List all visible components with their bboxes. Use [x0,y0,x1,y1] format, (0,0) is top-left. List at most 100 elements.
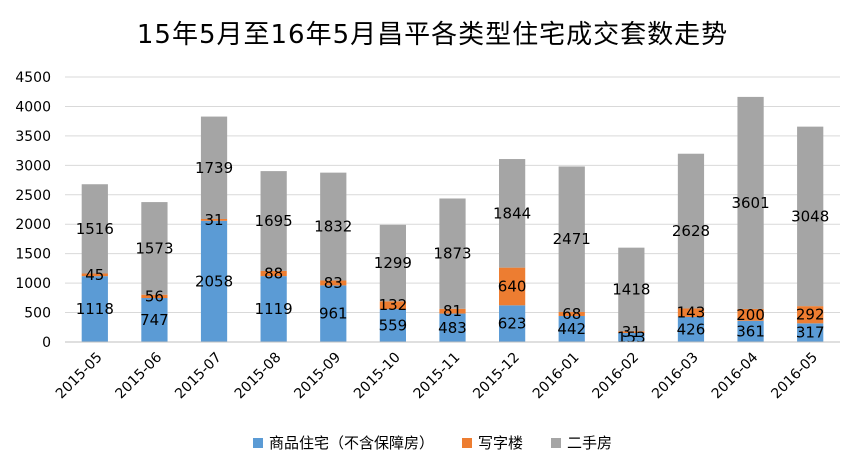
bar-0-1 [141,298,168,342]
data-label-0-8: 442 [557,320,586,338]
bar-2-7 [499,159,526,268]
x-tick-label-11: 2016-04 [709,349,762,402]
data-label-1-11: 200 [736,306,765,324]
data-label-2-11: 3601 [731,194,769,212]
bar-0-11 [737,320,764,342]
bar-1-6 [439,308,466,314]
legend-item-2: 二手房 [551,432,612,453]
bar-2-1 [141,202,168,295]
data-label-1-1: 56 [145,287,164,305]
x-tick-label-8: 2016-01 [530,350,583,403]
data-label-0-10: 426 [677,320,706,338]
x-tick-label-2: 2015-07 [172,350,225,403]
data-label-1-5: 132 [379,296,408,314]
data-label-0-7: 623 [498,315,527,333]
x-tick-label-5: 2015-10 [351,350,404,403]
x-tick-label-3: 2015-08 [232,350,285,403]
data-label-2-9: 1418 [612,280,650,298]
data-label-1-6: 81 [443,302,462,320]
data-label-0-6: 483 [438,319,467,337]
y-tick-label-5: 2500 [15,188,51,204]
bar-0-10 [677,316,705,342]
data-label-2-5: 1299 [374,254,412,272]
legend-label-0: 商品住宅（不含保障房） [268,434,434,452]
bar-0-2 [200,220,228,342]
bar-0-8 [558,315,585,342]
data-label-0-0: 1118 [76,300,114,318]
data-label-1-8: 68 [562,305,581,323]
data-label-1-10: 143 [677,304,706,322]
bar-1-3 [260,270,287,277]
data-label-0-4: 961 [319,305,348,323]
bar-0-6 [439,313,466,342]
bar-2-4 [320,172,347,281]
bar-0-9 [618,332,645,342]
legend-swatch-0 [252,437,263,448]
legend-label-2: 二手房 [567,434,613,452]
data-label-2-0: 1516 [76,220,114,238]
bar-1-2 [200,218,228,221]
data-label-1-2: 31 [204,211,223,229]
bar-1-10 [677,308,705,317]
data-label-1-4: 83 [324,274,343,292]
data-label-2-2: 1739 [195,159,233,177]
data-label-1-7: 640 [498,277,527,295]
data-label-0-3: 1119 [255,300,293,318]
bar-0-0 [81,276,108,342]
x-tick-label-6: 2015-11 [411,350,464,403]
x-tick-label-4: 2015-09 [291,350,344,403]
y-tick-label-9: 4500 [15,70,51,86]
data-label-2-12: 3048 [791,207,829,225]
data-label-1-12: 292 [796,306,825,324]
legend-item-1: 写字楼 [461,432,523,453]
legend-label-1: 写字楼 [477,434,523,452]
bar-2-10 [677,153,705,309]
data-label-2-1: 1573 [135,239,173,257]
x-tick-label-9: 2016-02 [589,350,642,403]
bar-2-12 [797,126,824,307]
data-label-2-10: 2628 [672,222,710,240]
legend: 商品住宅（不含保障房） 写字楼 二手房 [0,432,865,453]
bar-2-2 [200,116,228,219]
bar-0-12 [797,323,824,342]
y-tick-label-6: 3000 [15,158,51,174]
y-tick-label-2: 1000 [15,276,51,292]
bar-1-0 [81,273,108,277]
data-label-0-5: 559 [379,317,408,335]
legend-item-0: 商品住宅（不含保障房） [252,432,434,453]
y-tick-label-4: 2000 [15,217,51,233]
data-label-0-2: 2058 [195,272,233,290]
data-label-0-11: 361 [736,322,765,340]
bar-1-7 [499,267,526,306]
x-tick-label-0: 2015-05 [53,350,106,403]
data-label-2-6: 1873 [433,245,471,263]
bar-2-5 [379,224,406,302]
bar-1-9 [618,331,645,333]
chart-title: 15年5月至16年5月昌平各类型住宅成交套数走势 [136,20,729,50]
bar-2-3 [260,171,287,271]
bar-0-5 [379,309,406,342]
y-tick-label-3: 1500 [15,247,51,263]
y-tick-label-0: 0 [42,335,51,351]
data-label-2-3: 1695 [255,212,293,230]
bar-2-9 [618,247,645,332]
y-tick-label-1: 500 [24,306,51,322]
legend-swatch-2 [551,437,561,448]
x-tick-label-12: 2016-05 [768,350,821,403]
data-label-1-0: 45 [85,266,104,284]
y-tick-label-8: 4000 [15,99,51,115]
bar-2-8 [558,166,585,312]
data-label-1-9: 31 [622,323,641,341]
data-label-2-8: 2471 [553,230,591,248]
bar-1-5 [379,301,406,310]
data-label-2-7: 1844 [493,204,531,222]
x-tick-label-10: 2016-03 [649,350,702,403]
bar-1-11 [737,308,764,321]
legend-swatch-1 [461,437,472,448]
bar-0-7 [499,305,526,342]
bar-1-8 [558,311,585,316]
bar-0-4 [320,285,347,342]
bar-2-0 [81,184,108,274]
